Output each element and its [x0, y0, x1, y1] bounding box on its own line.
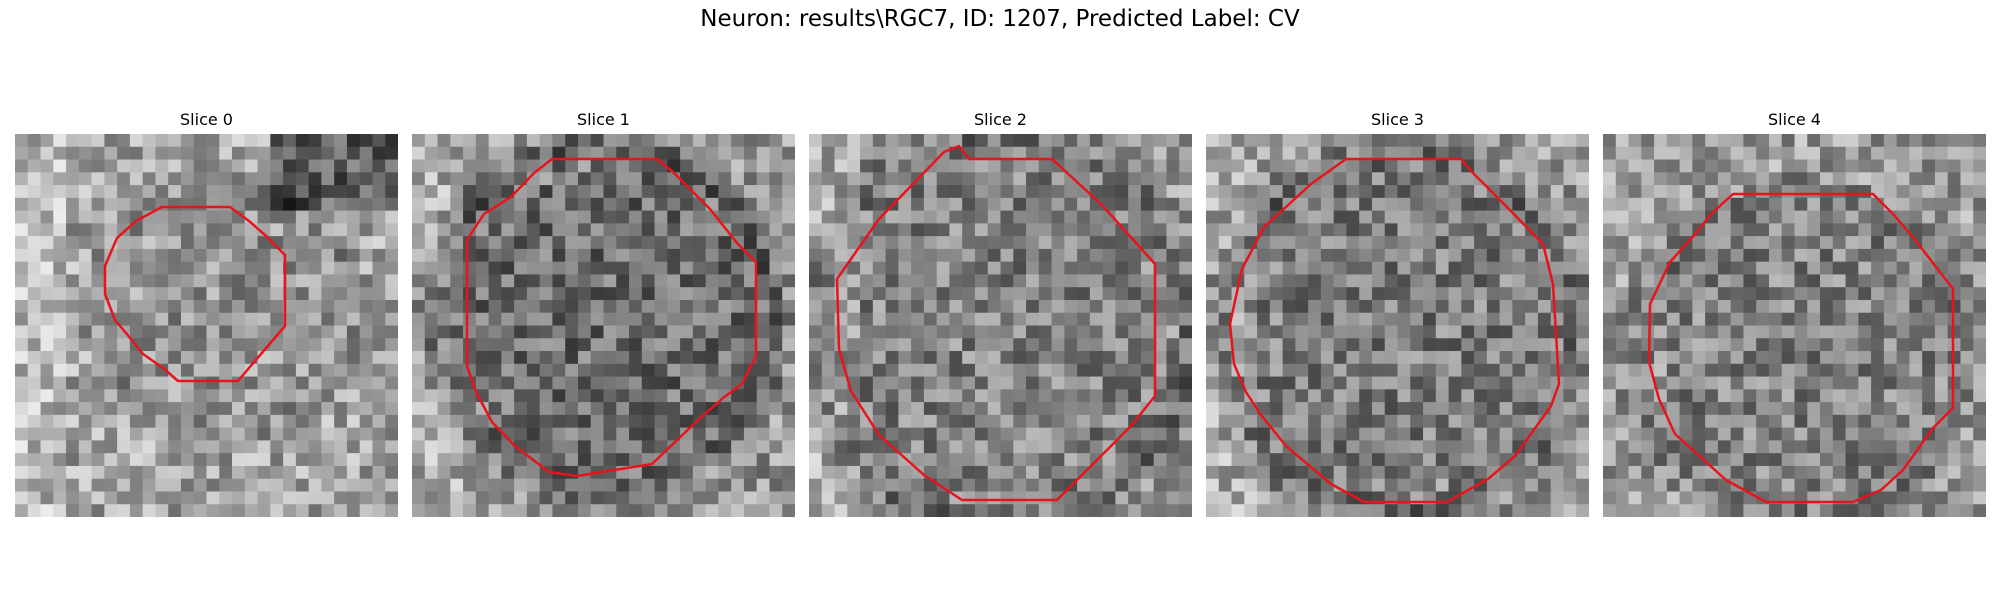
- slice-image: [412, 134, 795, 517]
- figure-title: Neuron: results\RGC7, ID: 1207, Predicte…: [0, 6, 2000, 32]
- slice-image: [1603, 134, 1986, 517]
- noise-pixels: [809, 134, 1192, 517]
- panel-title: Slice 0: [15, 110, 398, 130]
- panel-slice-1: Slice 1: [412, 110, 795, 130]
- noise-pixels: [1603, 134, 1986, 517]
- slice-image: [1206, 134, 1589, 517]
- panel-title: Slice 2: [809, 110, 1192, 130]
- panel-title: Slice 3: [1206, 110, 1589, 130]
- panel-title: Slice 4: [1603, 110, 1986, 130]
- panel-slice-2: Slice 2: [809, 110, 1192, 130]
- noise-pixels: [15, 134, 398, 517]
- panel-slice-3: Slice 3: [1206, 110, 1589, 130]
- panel-title: Slice 1: [412, 110, 795, 130]
- noise-pixels: [412, 134, 795, 517]
- panel-slice-4: Slice 4: [1603, 110, 1986, 130]
- panel-slice-0: Slice 0: [15, 110, 398, 130]
- slice-image: [15, 134, 398, 517]
- noise-pixels: [1206, 134, 1589, 517]
- slice-image: [809, 134, 1192, 517]
